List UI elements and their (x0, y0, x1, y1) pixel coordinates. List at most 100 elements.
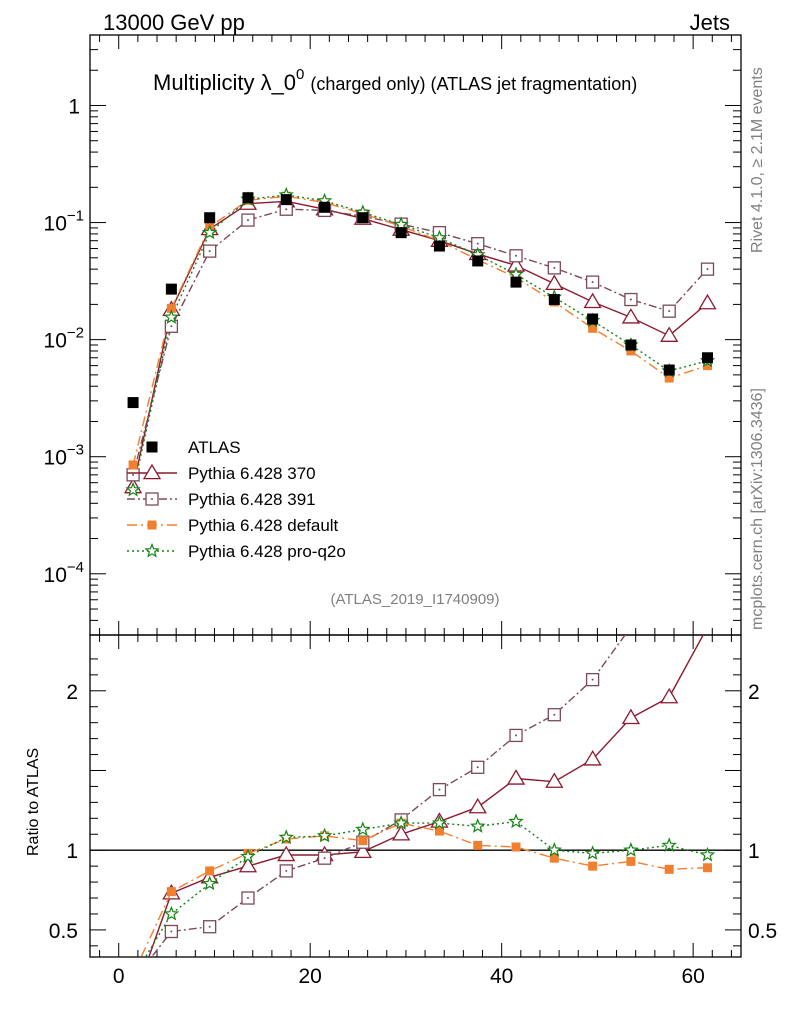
data-point (587, 313, 599, 325)
ratio-line-1 (150, 635, 626, 957)
ratio-y-tick-label: 0.5 (49, 920, 78, 943)
ratio-2-point (549, 853, 559, 863)
legend-marker (147, 520, 157, 530)
ratio-y-tick-label-right: 1 (748, 840, 760, 863)
series-1-point (509, 249, 523, 263)
ratio-y-tick-label: 2 (66, 681, 78, 704)
legend-marker (145, 492, 159, 506)
series-0-point (660, 326, 679, 342)
mcplots-label: mcplots.cern.ch [arXiv:1306.3436] (749, 388, 766, 630)
ratio-1-point (279, 864, 293, 878)
chart-title: Multiplicity λ_00 (charged only) (ATLAS j… (153, 66, 637, 95)
title-sup: 0 (296, 66, 304, 83)
legend-marker (142, 463, 162, 480)
marker-dot (668, 310, 671, 313)
ratio-y-tick-label-right: 2 (748, 681, 760, 704)
marker-dot (170, 325, 173, 328)
series-2-point (128, 460, 138, 470)
data-point (625, 339, 637, 351)
data-point (548, 294, 560, 306)
series-3-point (201, 224, 218, 240)
data-point (204, 212, 216, 224)
ratio-2-point (434, 826, 444, 836)
marker-dot (553, 266, 556, 269)
ratio-series-group (140, 635, 716, 957)
ratio-0-point (468, 797, 487, 814)
marker-dot (553, 713, 556, 716)
legend-label: Pythia 6.428 default (188, 516, 339, 535)
series-1-point (585, 275, 600, 289)
ratio-1-point (241, 891, 255, 905)
ratio-2-point (588, 861, 598, 871)
ratio-1-point (585, 672, 600, 687)
data-point (242, 192, 254, 204)
title-sub: (charged only) (ATLAS jet fragmentation) (310, 74, 637, 94)
x-tick-label: 0 (113, 965, 125, 988)
legend-marker (144, 542, 160, 558)
ratio-2-point (626, 856, 636, 866)
series-1-point (662, 304, 676, 318)
series-3-point (163, 309, 180, 324)
ratio-2-point (166, 887, 176, 897)
marker-dot (591, 678, 594, 681)
ratio-0-point (392, 824, 411, 841)
ratio-3-point (431, 814, 448, 830)
ratio-3-point (278, 829, 294, 845)
legend-label: Pythia 6.428 pro-q2o (188, 542, 346, 561)
ratio-1-point (432, 782, 447, 797)
ratio-3-point (469, 818, 486, 833)
series-line-2 (132, 195, 708, 466)
ratio-ylabel: Ratio to ATLAS (25, 748, 42, 856)
ratio-0-point (238, 856, 258, 873)
ratio-0-point (621, 708, 641, 725)
data-point (433, 240, 445, 252)
ratio-2-point (205, 866, 215, 876)
y-tick-label: 10−2 (44, 325, 84, 353)
ratio-2-point (511, 842, 521, 852)
legend-label: Pythia 6.428 391 (188, 490, 316, 509)
ratio-3-point (623, 842, 639, 857)
marker-dot (476, 766, 479, 769)
ratio-line-2 (140, 822, 708, 957)
ratio-3-point (546, 842, 563, 857)
title-main: Multiplicity λ_0 (153, 70, 296, 95)
marker-dot (132, 473, 135, 476)
ratio-3-point (584, 845, 601, 860)
data-point (280, 194, 292, 206)
ratio-0-point (506, 769, 526, 785)
ratio-0-point (660, 687, 679, 704)
ratio-3-point (661, 837, 677, 853)
marker-dot (438, 788, 441, 791)
marker-dot (170, 930, 173, 933)
main-series-group (123, 186, 717, 497)
ratio-y-tick-label: 1 (66, 840, 78, 863)
legend-label: Pythia 6.428 370 (188, 464, 316, 483)
ratio-3-point (163, 905, 180, 921)
y-tick-label: 10−4 (44, 559, 84, 587)
legend-label: ATLAS (188, 438, 241, 457)
ratio-1-point (509, 728, 523, 743)
ratio-1-point (317, 851, 332, 865)
axes-ticks: 0 20 40 60 1 10−1 10−2 10−3 10−4 0.5 0.5 1 1 2 2 (44, 34, 777, 988)
series-0-point (698, 293, 717, 310)
y-tick-label: 10−3 (44, 442, 84, 470)
series-1-point (203, 244, 217, 258)
series-1-point (279, 202, 293, 216)
ratio-1-point (164, 924, 179, 939)
marker-dot (208, 925, 211, 928)
ratio-3-point (316, 827, 333, 843)
marker-dot (706, 268, 709, 271)
data-point (395, 227, 407, 239)
marker-dot (629, 298, 632, 301)
marker-dot (323, 857, 326, 860)
data-point (510, 276, 522, 288)
series-0-point (621, 308, 641, 324)
ratio-plot-frame (89, 634, 742, 958)
ratio-3-point (355, 821, 371, 837)
ratio-3-point (699, 846, 716, 862)
ratio-1-point (547, 708, 561, 722)
series-line-0 (132, 200, 708, 488)
ratio-line-3 (144, 820, 708, 957)
ratio-3-point (393, 814, 409, 830)
